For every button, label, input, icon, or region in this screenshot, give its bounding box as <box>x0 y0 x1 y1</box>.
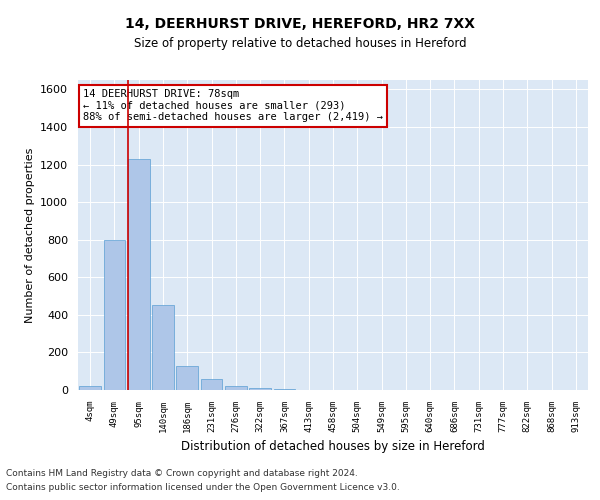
Bar <box>225 386 247 390</box>
Bar <box>274 389 295 390</box>
Bar <box>200 378 223 390</box>
Text: Size of property relative to detached houses in Hereford: Size of property relative to detached ho… <box>134 38 466 51</box>
Text: Contains HM Land Registry data © Crown copyright and database right 2024.: Contains HM Land Registry data © Crown c… <box>6 468 358 477</box>
Y-axis label: Number of detached properties: Number of detached properties <box>25 148 35 322</box>
Bar <box>79 386 101 390</box>
Text: 14 DEERHURST DRIVE: 78sqm
← 11% of detached houses are smaller (293)
88% of semi: 14 DEERHURST DRIVE: 78sqm ← 11% of detac… <box>83 90 383 122</box>
Bar <box>176 366 198 390</box>
X-axis label: Distribution of detached houses by size in Hereford: Distribution of detached houses by size … <box>181 440 485 454</box>
Bar <box>128 159 149 390</box>
Bar <box>249 388 271 390</box>
Text: 14, DEERHURST DRIVE, HEREFORD, HR2 7XX: 14, DEERHURST DRIVE, HEREFORD, HR2 7XX <box>125 18 475 32</box>
Text: Contains public sector information licensed under the Open Government Licence v3: Contains public sector information licen… <box>6 484 400 492</box>
Bar <box>152 306 174 390</box>
Bar <box>104 240 125 390</box>
